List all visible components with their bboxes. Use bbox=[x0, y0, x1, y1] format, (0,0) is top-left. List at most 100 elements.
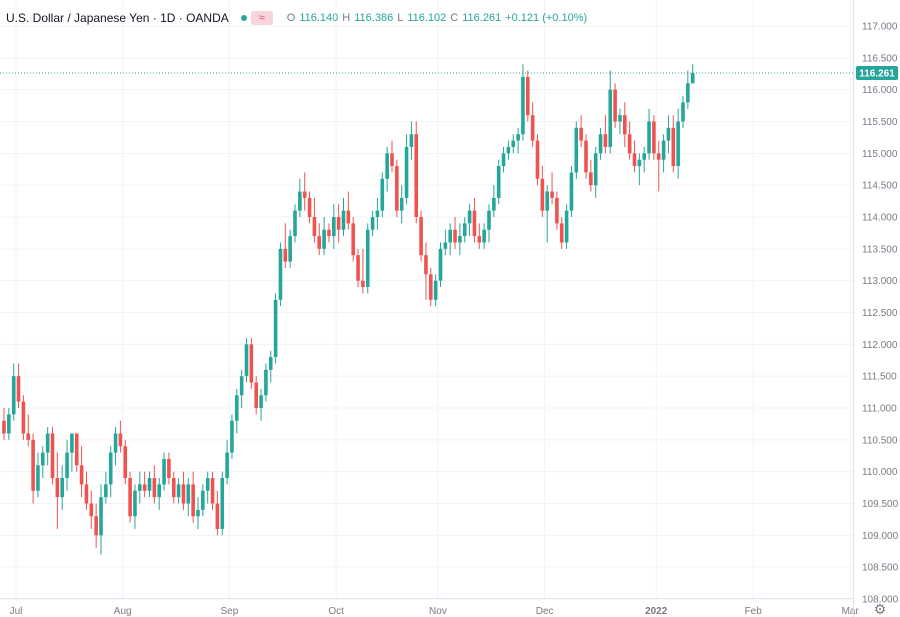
y-tick-label: 113.500 bbox=[862, 244, 898, 255]
gear-icon[interactable]: ⚙ bbox=[873, 601, 887, 617]
candle-body bbox=[516, 134, 520, 141]
candle-body bbox=[220, 478, 225, 529]
chart-header: U.S. Dollar / Japanese Yen · 1D · OANDA … bbox=[6, 9, 587, 27]
candle-body bbox=[375, 210, 380, 217]
candle-body bbox=[380, 178, 385, 211]
candle-body bbox=[74, 433, 79, 466]
candle-body bbox=[521, 76, 525, 135]
candle-body bbox=[501, 153, 506, 167]
candle-body bbox=[288, 236, 292, 262]
candle-body bbox=[171, 478, 176, 498]
candle-body bbox=[26, 433, 31, 440]
candle-body bbox=[593, 153, 598, 186]
candle-body bbox=[526, 76, 530, 116]
candle-body bbox=[235, 395, 239, 421]
candle-body bbox=[312, 217, 317, 237]
candle-body bbox=[128, 478, 132, 517]
last-price-tag[interactable] bbox=[856, 66, 898, 81]
x-tick-label: Dec bbox=[536, 606, 554, 617]
indicator-toggle-icon[interactable]: ≈ bbox=[250, 11, 273, 25]
candle-body bbox=[341, 210, 346, 230]
candle-body bbox=[336, 217, 341, 230]
candle-body bbox=[225, 452, 229, 479]
candle-body bbox=[65, 452, 69, 479]
candle-body bbox=[370, 217, 375, 230]
x-tick-label: Feb bbox=[745, 606, 763, 617]
low-label: L bbox=[397, 12, 404, 24]
candle-body bbox=[123, 446, 128, 479]
candle-body bbox=[574, 127, 579, 173]
candle-body bbox=[273, 299, 278, 358]
candle-body bbox=[467, 210, 472, 224]
candle-body bbox=[540, 178, 545, 211]
close-label: C bbox=[450, 12, 459, 24]
candle-body bbox=[564, 210, 569, 243]
candle-body bbox=[268, 357, 273, 370]
grid bbox=[0, 0, 853, 600]
ohlc-values: O 116.140 H 116.386 L 116.102 C 116.261 +0.1… bbox=[287, 12, 587, 24]
high-label: H bbox=[342, 12, 351, 24]
candle-body bbox=[661, 140, 666, 160]
candle-body bbox=[249, 344, 254, 383]
candle-body bbox=[535, 140, 540, 179]
candle-body bbox=[2, 420, 6, 434]
open-label: O bbox=[286, 12, 296, 24]
candle-body bbox=[462, 223, 467, 237]
candle-body bbox=[404, 146, 409, 198]
candle-body bbox=[108, 452, 113, 485]
y-tick-label: 116.500 bbox=[862, 53, 898, 64]
status-indicator[interactable]: ≈ bbox=[240, 11, 273, 25]
candle-body bbox=[618, 115, 622, 122]
candle-body bbox=[671, 127, 676, 167]
candles bbox=[2, 64, 695, 555]
candle-body bbox=[637, 159, 642, 167]
y-tick-label: 114.000 bbox=[862, 213, 898, 224]
y-tick-label: 114.500 bbox=[862, 181, 898, 192]
candle-body bbox=[205, 478, 210, 491]
symbol-title[interactable]: U.S. Dollar / Japanese Yen · 1D · OANDA bbox=[6, 11, 229, 25]
candle-body bbox=[317, 236, 322, 249]
candle-body bbox=[448, 229, 452, 243]
candle-body bbox=[36, 465, 40, 491]
candle-body bbox=[613, 89, 617, 122]
x-tick-label: Oct bbox=[328, 606, 344, 617]
candle-body bbox=[472, 210, 477, 237]
candle-body bbox=[332, 217, 336, 237]
candle-body bbox=[181, 484, 186, 504]
candle-body bbox=[652, 121, 656, 154]
candle-body bbox=[162, 458, 166, 485]
candle-body bbox=[399, 197, 404, 211]
open-value: 116.140 bbox=[299, 12, 339, 24]
candle-body bbox=[496, 166, 501, 198]
y-tick-label: 108.500 bbox=[862, 563, 899, 574]
candle-body bbox=[104, 484, 108, 498]
candle-body bbox=[395, 166, 399, 211]
candle-body bbox=[690, 73, 695, 84]
candle-body bbox=[589, 172, 593, 186]
candle-body bbox=[302, 191, 307, 198]
candle-body bbox=[118, 433, 123, 447]
candle-body bbox=[176, 484, 181, 498]
candle-body bbox=[70, 433, 74, 453]
y-tick-label: 109.000 bbox=[862, 531, 899, 542]
candle-body bbox=[322, 229, 326, 249]
candle-body bbox=[31, 439, 35, 491]
candle-body bbox=[11, 376, 16, 415]
y-tick-label: 112.000 bbox=[862, 340, 898, 351]
candle-body bbox=[492, 197, 496, 211]
candle-body bbox=[419, 217, 423, 256]
candle-body bbox=[356, 255, 360, 281]
candle-body bbox=[283, 248, 288, 262]
x-tick-label: Jul bbox=[10, 606, 23, 617]
candle-body bbox=[559, 223, 564, 243]
candle-body bbox=[424, 255, 428, 275]
candle-body bbox=[477, 236, 482, 243]
candle-body bbox=[569, 172, 574, 211]
x-tick-label: Aug bbox=[114, 606, 132, 617]
candle-body bbox=[642, 153, 646, 160]
candle-body bbox=[186, 484, 191, 504]
candle-body bbox=[45, 433, 50, 453]
candle-body bbox=[201, 490, 205, 510]
candle-body bbox=[647, 121, 651, 154]
